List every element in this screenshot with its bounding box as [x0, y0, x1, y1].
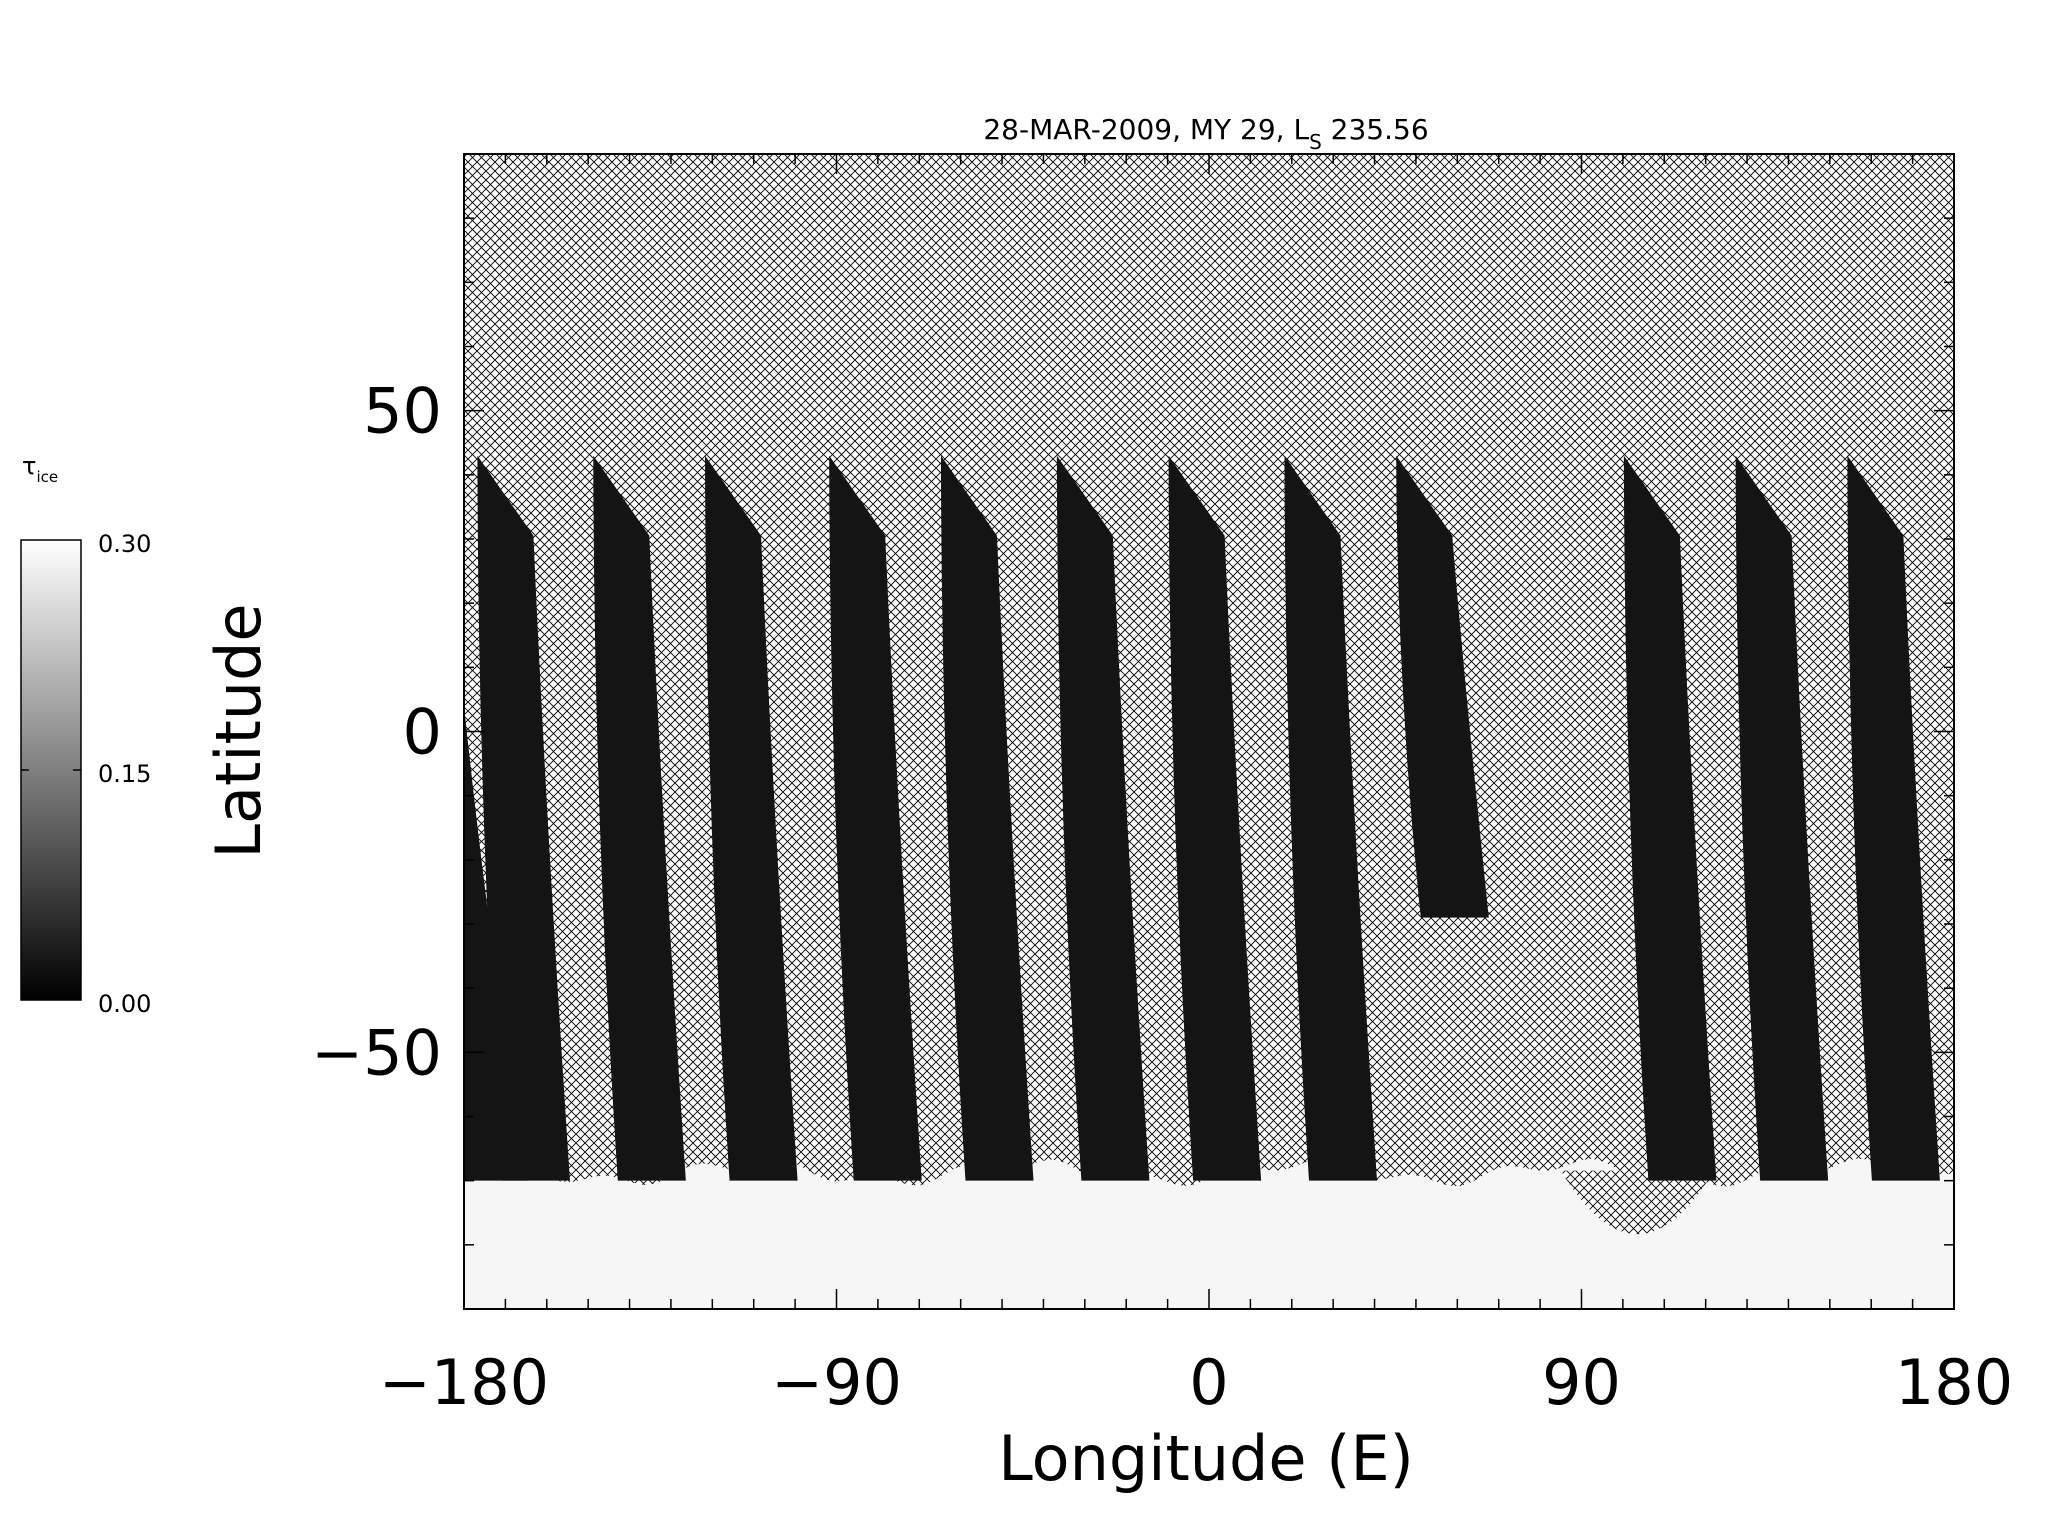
orbit-swath: [1396, 455, 1489, 918]
orbit-swath: [1056, 455, 1150, 1181]
data-layer: [464, 455, 1954, 1309]
y-axis-label: Latitude: [202, 603, 275, 858]
orbit-swath: [829, 455, 922, 1181]
x-tick-label: 180: [1895, 1346, 2013, 1419]
orbit-swath: [464, 705, 528, 1181]
ticks-layer: −180 −90 0 90 180 −50 0 50: [311, 154, 2013, 1419]
colorbar-tick-label-min: 0.00: [98, 990, 151, 1018]
orbit-swath: [705, 455, 798, 1181]
x-tick-label: −90: [771, 1346, 902, 1419]
orbit-swath: [477, 455, 570, 1181]
colorbar-gradient: [20, 539, 82, 1001]
colorbar-label: τice: [22, 452, 58, 486]
y-tick-label: −50: [311, 1016, 442, 1089]
colorbar: τice 0.30 0.15 0.00: [20, 452, 151, 1018]
x-tick-label: −180: [379, 1346, 549, 1419]
chart-title: 28-MAR-2009, MY 29, LS 235.56: [983, 113, 1428, 154]
x-tick-label: 0: [1189, 1346, 1228, 1419]
colorbar-tick-label-mid: 0.15: [98, 760, 151, 788]
orbit-swath: [1735, 455, 1829, 1181]
orbit-swath: [1168, 455, 1262, 1181]
y-tick-label: 0: [403, 696, 442, 769]
orbit-swath: [593, 455, 686, 1181]
orbit-swath: [1284, 455, 1378, 1181]
colorbar-tick-label-max: 0.30: [98, 530, 151, 558]
orbit-swath: [1623, 455, 1717, 1181]
x-axis-label: Longitude (E): [998, 1422, 1414, 1495]
x-tick-label: 90: [1542, 1346, 1621, 1419]
orbit-swath: [1847, 455, 1940, 1181]
y-tick-label: 50: [363, 375, 442, 448]
polar-no-data-gap: [1560, 1170, 1714, 1235]
orbit-swath: [940, 455, 1034, 1181]
